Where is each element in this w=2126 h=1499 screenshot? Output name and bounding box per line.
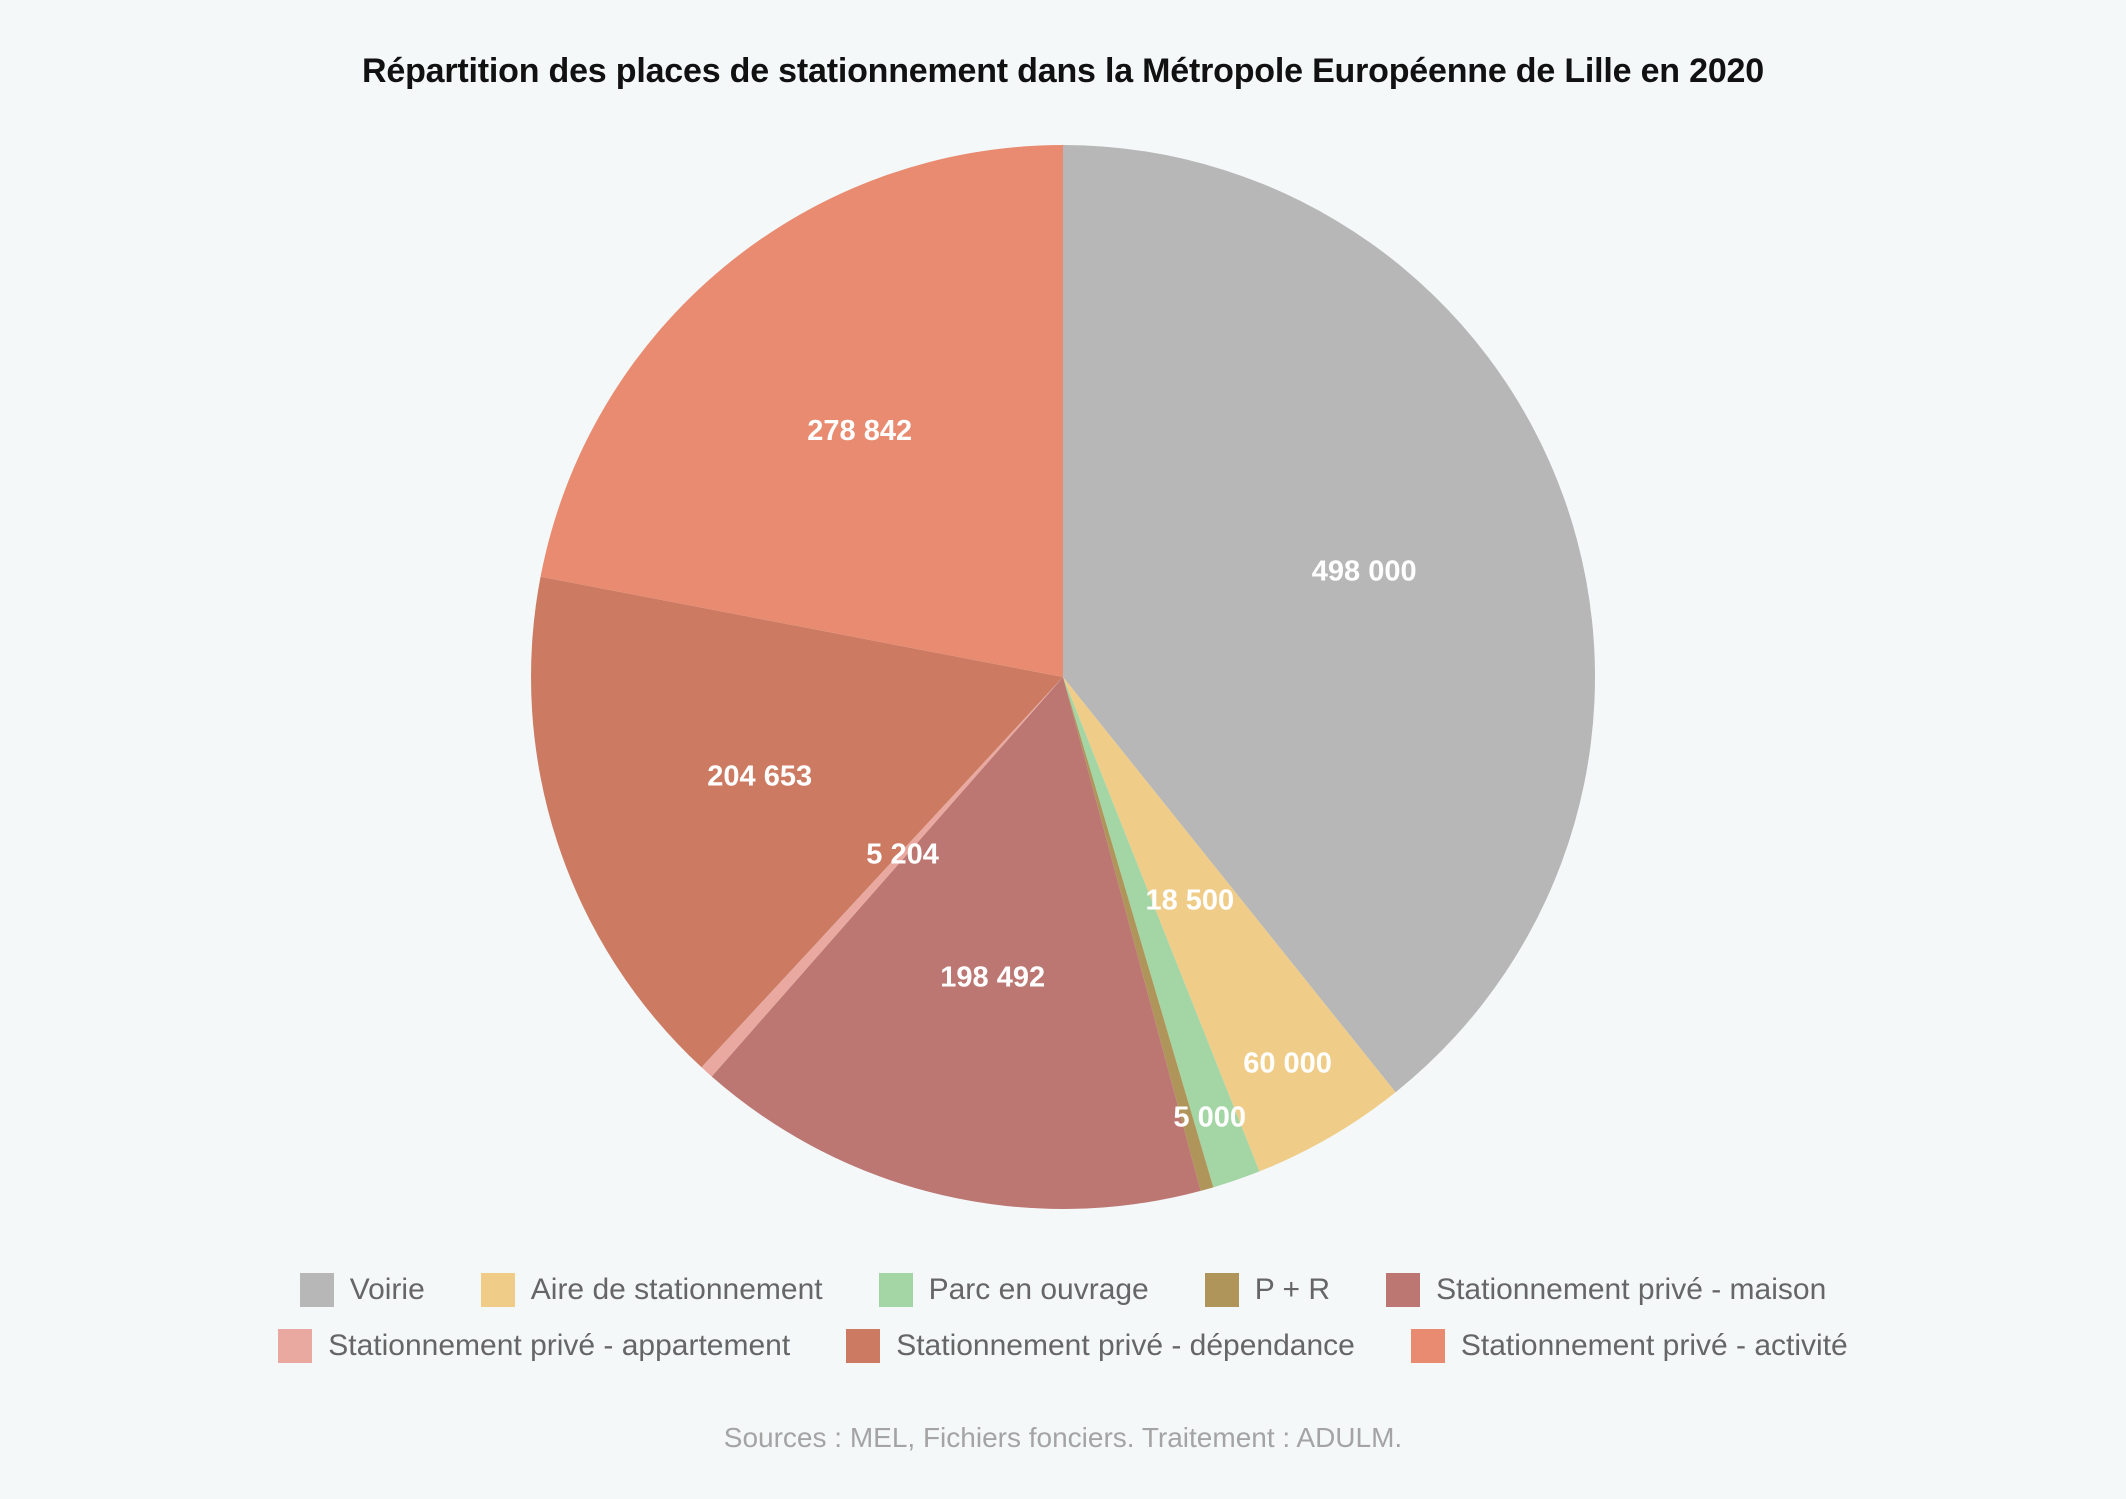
legend-swatch-prive-dependance [846, 1329, 881, 1363]
legend-swatch-prive-maison [1386, 1273, 1421, 1307]
chart-title: Répartition des places de stationnement … [362, 52, 1764, 90]
legend-item-prive-maison[interactable]: Stationnement privé - maison [1386, 1273, 1826, 1307]
pie-slice-aire-de-stationnement[interactable] [1063, 677, 1396, 1172]
pie-value-label-parc-en-ouvrage: 18 500 [1145, 884, 1234, 916]
source-note: Sources : MEL, Fichiers fonciers. Traite… [723, 1422, 1403, 1453]
legend-swatch-aire-de-stationnement [480, 1273, 515, 1307]
legend-label-prive-maison: Stationnement privé - maison [1436, 1273, 1827, 1306]
legend-label-prive-activite: Stationnement privé - activité [1460, 1329, 1848, 1362]
pie-value-label-aire-de-stationnement: 60 000 [1243, 1047, 1332, 1079]
legend-row-2: Stationnement privé - appartement Statio… [0, 1318, 2126, 1374]
legend-swatch-p-plus-r [1204, 1273, 1239, 1307]
legend-item-prive-appartement[interactable]: Stationnement privé - appartement [278, 1329, 790, 1363]
pie-value-label-prive-appartement: 5 204 [866, 839, 939, 871]
pie-slice-prive-activite[interactable] [540, 145, 1063, 677]
pie-slice-p-plus-r[interactable] [1063, 677, 1214, 1191]
legend-label-prive-appartement: Stationnement privé - appartement [328, 1329, 791, 1362]
pie-slice-prive-appartement[interactable] [701, 677, 1064, 1077]
legend-swatch-prive-appartement [278, 1329, 313, 1363]
legend-item-voirie[interactable]: Voirie [299, 1273, 425, 1307]
pie-slice-prive-maison[interactable] [711, 677, 1201, 1209]
legend-item-prive-activite[interactable]: Stationnement privé - activité [1410, 1329, 1848, 1363]
pie-slice-parc-en-ouvrage[interactable] [1063, 677, 1260, 1188]
legend-label-voirie: Voirie [349, 1273, 425, 1306]
legend: Voirie Aire de stationnement Parc en ouv… [0, 1262, 2126, 1374]
pie-slice-voirie[interactable] [1063, 145, 1595, 1093]
pie-value-label-p-plus-r: 5 000 [1173, 1102, 1246, 1134]
legend-item-prive-dependance[interactable]: Stationnement privé - dépendance [846, 1329, 1355, 1363]
legend-item-p-plus-r[interactable]: P + R [1204, 1273, 1331, 1307]
legend-item-aire-de-stationnement[interactable]: Aire de stationnement [480, 1273, 823, 1307]
legend-swatch-prive-activite [1410, 1329, 1445, 1363]
pie-value-label-prive-maison: 198 492 [940, 961, 1045, 993]
pie-value-label-voirie: 498 000 [1312, 555, 1417, 587]
legend-label-p-plus-r: P + R [1254, 1273, 1331, 1306]
pie-chart: 498 000 60 000 18 500 5 000 198 492 5 204 204 … [531, 145, 1595, 1209]
pie-slice-prive-dependance[interactable] [531, 576, 1063, 1068]
legend-label-aire-de-stationnement: Aire de stationnement [530, 1273, 823, 1306]
pie-value-labels: 498 000 60 000 18 500 5 000 198 492 5 204 204 … [707, 415, 1416, 1134]
legend-item-parc-en-ouvrage[interactable]: Parc en ouvrage [878, 1273, 1149, 1307]
legend-row-1: Voirie Aire de stationnement Parc en ouv… [0, 1262, 2126, 1318]
pie-value-label-prive-activite: 278 842 [807, 415, 912, 447]
legend-label-parc-en-ouvrage: Parc en ouvrage [928, 1273, 1149, 1306]
legend-swatch-voirie [299, 1273, 334, 1307]
pie-slices [531, 145, 1595, 1209]
legend-label-prive-dependance: Stationnement privé - dépendance [896, 1329, 1355, 1362]
pie-value-label-prive-dependance: 204 653 [707, 761, 812, 793]
legend-swatch-parc-en-ouvrage [878, 1273, 913, 1307]
